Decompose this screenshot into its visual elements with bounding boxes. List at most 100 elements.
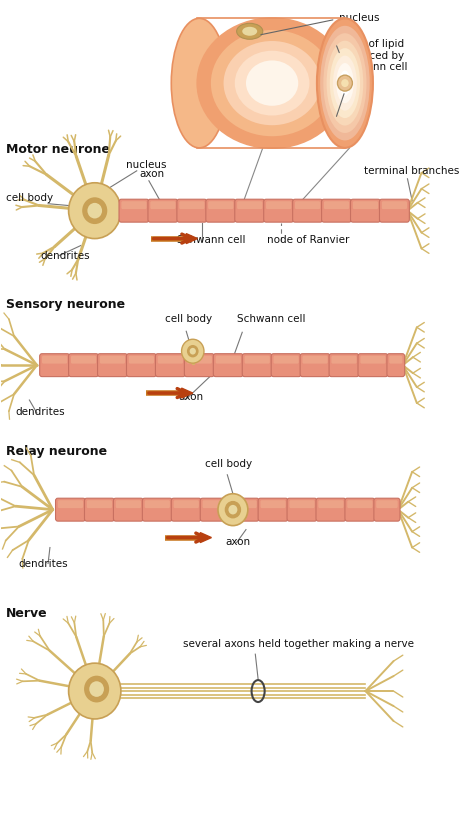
Circle shape xyxy=(187,345,199,357)
Text: axon: axon xyxy=(226,537,251,546)
FancyBboxPatch shape xyxy=(187,356,212,364)
Text: dendrites: dendrites xyxy=(41,250,90,261)
Text: terminal branches: terminal branches xyxy=(364,165,459,176)
Text: Schwann cell: Schwann cell xyxy=(237,314,305,324)
FancyBboxPatch shape xyxy=(324,201,349,209)
FancyBboxPatch shape xyxy=(295,201,320,209)
Text: nucleus: nucleus xyxy=(339,13,380,23)
FancyBboxPatch shape xyxy=(206,199,236,222)
FancyBboxPatch shape xyxy=(266,201,291,209)
FancyBboxPatch shape xyxy=(290,500,315,508)
Text: cell body: cell body xyxy=(205,458,252,469)
Text: dendrites: dendrites xyxy=(18,560,68,570)
Text: cell body: cell body xyxy=(6,193,53,202)
FancyBboxPatch shape xyxy=(119,199,149,222)
FancyBboxPatch shape xyxy=(380,199,410,222)
FancyBboxPatch shape xyxy=(245,356,270,364)
Polygon shape xyxy=(186,234,198,244)
Ellipse shape xyxy=(339,71,350,95)
Text: axon: axon xyxy=(339,116,365,126)
Text: several axons held together making a nerve: several axons held together making a ner… xyxy=(183,639,414,649)
FancyBboxPatch shape xyxy=(260,500,286,508)
Circle shape xyxy=(84,676,109,703)
FancyBboxPatch shape xyxy=(382,201,407,209)
Ellipse shape xyxy=(224,41,320,125)
FancyBboxPatch shape xyxy=(329,354,359,377)
FancyBboxPatch shape xyxy=(300,354,330,377)
Circle shape xyxy=(87,202,102,218)
FancyBboxPatch shape xyxy=(40,354,70,377)
FancyBboxPatch shape xyxy=(127,354,156,377)
Ellipse shape xyxy=(330,48,360,118)
Circle shape xyxy=(337,75,352,91)
FancyBboxPatch shape xyxy=(264,199,293,222)
Text: node of Ranvier: node of Ranvier xyxy=(267,235,350,244)
FancyBboxPatch shape xyxy=(302,356,328,364)
FancyBboxPatch shape xyxy=(353,201,378,209)
FancyBboxPatch shape xyxy=(58,500,83,508)
FancyBboxPatch shape xyxy=(321,199,351,222)
FancyBboxPatch shape xyxy=(231,500,257,508)
Circle shape xyxy=(341,79,349,87)
FancyBboxPatch shape xyxy=(84,498,114,521)
FancyBboxPatch shape xyxy=(389,356,402,364)
FancyBboxPatch shape xyxy=(202,500,228,508)
Text: Motor neurone: Motor neurone xyxy=(6,143,110,156)
FancyBboxPatch shape xyxy=(358,354,388,377)
Circle shape xyxy=(190,348,196,355)
FancyBboxPatch shape xyxy=(235,199,264,222)
Ellipse shape xyxy=(237,23,263,40)
FancyBboxPatch shape xyxy=(292,199,322,222)
Text: Relay neurone: Relay neurone xyxy=(6,445,107,458)
FancyBboxPatch shape xyxy=(129,356,154,364)
Ellipse shape xyxy=(235,51,310,115)
Text: axon: axon xyxy=(179,392,204,402)
FancyBboxPatch shape xyxy=(208,201,233,209)
Ellipse shape xyxy=(198,18,347,148)
FancyBboxPatch shape xyxy=(113,498,143,521)
FancyBboxPatch shape xyxy=(100,356,125,364)
FancyBboxPatch shape xyxy=(351,199,381,222)
Text: nucleus: nucleus xyxy=(126,160,166,170)
FancyBboxPatch shape xyxy=(200,498,230,521)
Ellipse shape xyxy=(336,63,354,103)
FancyBboxPatch shape xyxy=(177,199,207,222)
Ellipse shape xyxy=(242,27,257,35)
Ellipse shape xyxy=(246,60,298,106)
FancyBboxPatch shape xyxy=(184,354,214,377)
FancyBboxPatch shape xyxy=(229,498,259,521)
FancyBboxPatch shape xyxy=(98,354,128,377)
Text: cell body: cell body xyxy=(165,314,212,324)
FancyBboxPatch shape xyxy=(42,356,67,364)
Circle shape xyxy=(182,339,204,363)
FancyBboxPatch shape xyxy=(173,500,199,508)
FancyBboxPatch shape xyxy=(145,500,170,508)
Ellipse shape xyxy=(327,40,363,126)
FancyBboxPatch shape xyxy=(148,199,178,222)
Text: dendrites: dendrites xyxy=(15,407,65,417)
FancyBboxPatch shape xyxy=(213,354,243,377)
FancyBboxPatch shape xyxy=(171,498,201,521)
FancyBboxPatch shape xyxy=(155,354,185,377)
FancyBboxPatch shape xyxy=(387,354,405,377)
Ellipse shape xyxy=(171,18,228,148)
FancyBboxPatch shape xyxy=(179,201,204,209)
FancyBboxPatch shape xyxy=(116,500,141,508)
FancyBboxPatch shape xyxy=(273,356,299,364)
FancyBboxPatch shape xyxy=(69,354,99,377)
Circle shape xyxy=(69,183,121,239)
FancyBboxPatch shape xyxy=(374,498,400,521)
FancyBboxPatch shape xyxy=(319,500,344,508)
FancyBboxPatch shape xyxy=(316,498,346,521)
FancyBboxPatch shape xyxy=(150,201,175,209)
FancyBboxPatch shape xyxy=(331,356,356,364)
FancyBboxPatch shape xyxy=(142,498,172,521)
FancyBboxPatch shape xyxy=(237,201,262,209)
FancyBboxPatch shape xyxy=(376,500,398,508)
Text: Nerve: Nerve xyxy=(6,607,48,621)
Ellipse shape xyxy=(323,33,366,133)
FancyBboxPatch shape xyxy=(347,500,373,508)
FancyBboxPatch shape xyxy=(216,356,241,364)
FancyBboxPatch shape xyxy=(360,356,385,364)
Circle shape xyxy=(69,663,121,719)
